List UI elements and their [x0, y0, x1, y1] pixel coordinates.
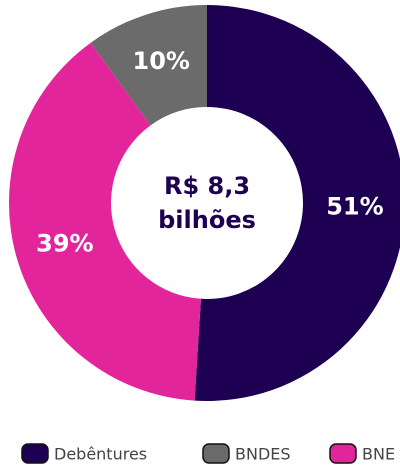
- legend-swatch: [21, 443, 49, 464]
- legend-label: BNE: [362, 445, 395, 464]
- legend-label: Debêntures: [54, 445, 147, 464]
- slice-label: 51%: [326, 193, 383, 221]
- legend-swatch: [202, 443, 230, 464]
- center-text: bilhões: [158, 206, 256, 234]
- slice-label: 39%: [36, 229, 93, 257]
- donut-slice: [9, 42, 201, 401]
- legend-label: BNDES: [235, 445, 291, 464]
- legend-swatch: [329, 443, 357, 464]
- donut-slice: [90, 5, 207, 126]
- donut-slice: [194, 5, 400, 401]
- slice-label: 10%: [133, 47, 190, 75]
- center-text: R$ 8,3: [164, 172, 250, 200]
